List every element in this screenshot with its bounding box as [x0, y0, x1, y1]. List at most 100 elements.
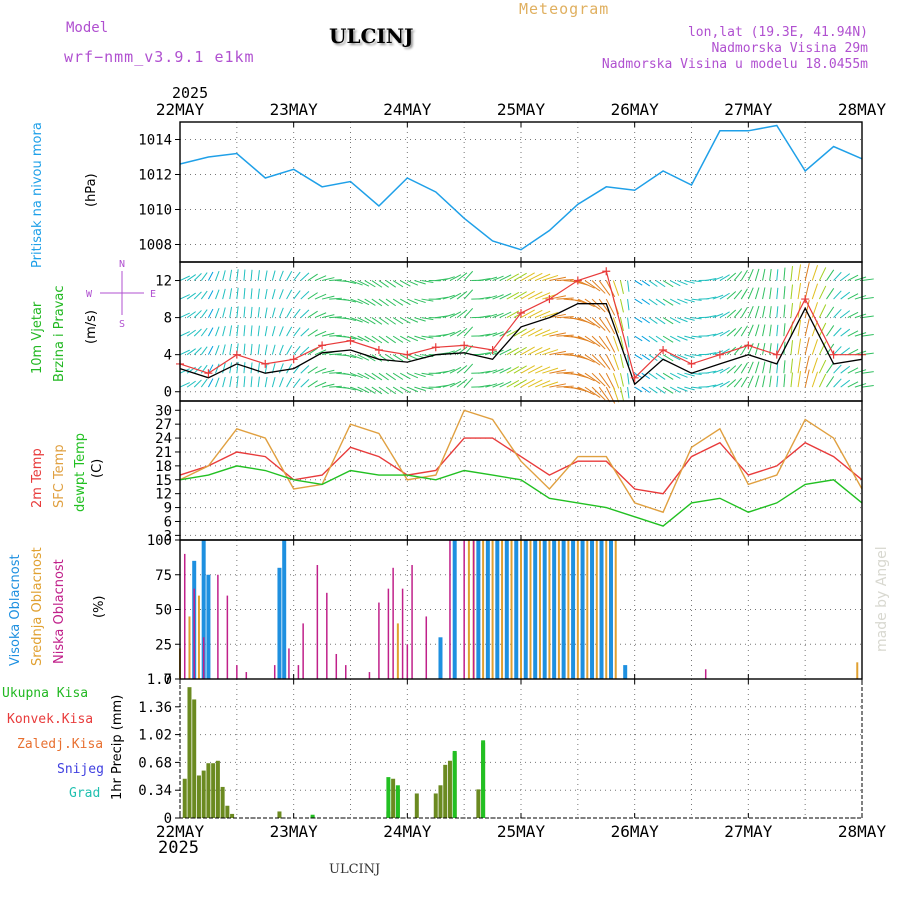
wind-arrow: [634, 317, 643, 323]
wind-arrow: [605, 298, 616, 316]
wind-gust-marker: [772, 350, 781, 359]
wind-arrow: [804, 337, 810, 355]
wind-arrow: [392, 372, 404, 380]
wind-arrow: [833, 378, 842, 388]
wind-arrow: [456, 290, 468, 300]
wind-arrow: [769, 306, 772, 318]
wind-arrow: [385, 386, 396, 395]
wind-arrow: [364, 280, 376, 288]
wind-arrow: [200, 309, 208, 318]
low-cloud-bar: [335, 653, 338, 679]
wind-arrow: [257, 344, 260, 355]
mid-cloud-bar: [605, 540, 608, 679]
high-cloud-bar: [495, 540, 500, 679]
total-precip-bar: [220, 786, 225, 818]
wind-arrow: [478, 296, 491, 300]
wind-arrow: [456, 365, 468, 374]
high-cloud-bar: [571, 540, 576, 679]
wind-arrow: [286, 308, 293, 318]
wind-arrow: [278, 377, 284, 388]
wind-arrow: [378, 372, 389, 381]
wind-gust-marker: [289, 355, 298, 364]
wind-arrow: [421, 317, 434, 321]
total-precip-bar: [481, 740, 486, 818]
model-name: wrf−nmm_v3.9.1 e1km: [64, 48, 255, 66]
wind-arrow: [485, 276, 498, 282]
wind-arrow: [605, 335, 616, 353]
wind-arrow: [577, 317, 595, 326]
total-precip-bar: [447, 760, 452, 818]
wind-arrow: [307, 366, 318, 374]
wind-arrow: [527, 346, 543, 356]
wind-gust-marker: [829, 350, 838, 359]
wind-arrow: [392, 335, 404, 343]
wind-arrow: [364, 372, 376, 380]
wind-arrow: [790, 284, 794, 300]
wind-arrow: [329, 371, 342, 374]
meteogram-title: Meteogram: [519, 0, 610, 18]
wind-arrow: [655, 317, 666, 325]
wind-arrow: [826, 306, 835, 318]
wind-arrow: [861, 296, 874, 300]
wind-arrow: [719, 292, 730, 300]
wind-arrow: [271, 307, 276, 318]
wind-arrow: [207, 271, 214, 281]
wind-arrow: [605, 317, 616, 335]
wind-arrow: [556, 371, 574, 374]
wind-arrow: [662, 335, 674, 343]
wind-arrow: [442, 382, 455, 388]
wind-arrow: [549, 313, 566, 319]
high-cloud-bar: [552, 540, 557, 679]
wind-arrow: [634, 280, 643, 286]
mid-cloud-bar: [529, 540, 532, 679]
y-tick-label: 21: [155, 445, 172, 461]
wind-arrow: [577, 354, 595, 363]
wind-arrow: [350, 372, 363, 379]
high-cloud-bar: [533, 540, 538, 679]
wind-arrow: [811, 265, 819, 281]
wind-arrow: [215, 377, 220, 388]
wind-arrow: [193, 379, 202, 388]
wind-arrow: [556, 278, 574, 282]
wind-gust-marker: [687, 359, 696, 368]
panel-frame: [179, 539, 863, 680]
wind-arrow: [648, 317, 658, 324]
wind-arrow: [740, 306, 748, 318]
wind-arrow: [207, 345, 214, 355]
wind-arrow: [747, 324, 754, 337]
wind-arrow: [492, 275, 504, 281]
wind-arrow: [492, 368, 504, 374]
wind-arrow: [300, 328, 310, 337]
y-tick-label: 75: [155, 568, 172, 584]
wind-arrow: [854, 313, 867, 319]
wind-arrow: [229, 325, 233, 337]
low-cloud-bar: [392, 567, 394, 679]
wind-arrow: [456, 309, 468, 318]
wind-arrow: [421, 298, 434, 302]
low-cloud-bar: [302, 623, 304, 679]
wind-arrow: [314, 312, 327, 319]
wind-arrow: [584, 317, 601, 329]
wind-arrow: [378, 335, 389, 344]
wind-arrow: [811, 357, 819, 374]
wind-arrow: [619, 373, 624, 387]
wind-arrow: [307, 310, 318, 319]
total-precip-bar: [414, 793, 419, 818]
high-cloud-bar: [438, 637, 443, 679]
footer-station: ULCINJ: [329, 862, 381, 877]
mid-cloud-bar: [396, 623, 399, 679]
wind-arrow: [300, 272, 310, 281]
wind-arrow: [549, 369, 566, 374]
wind-arrow: [826, 325, 835, 337]
wind-arrow: [193, 291, 202, 300]
wind-arrow: [783, 323, 786, 337]
wind-arrow: [399, 317, 411, 324]
wind-arrow: [826, 269, 835, 281]
wind-arrow: [804, 281, 810, 300]
low-cloud-bar: [378, 602, 380, 679]
wind-arrow: [591, 317, 606, 331]
wind-arrow: [790, 340, 794, 355]
wind-arrow: [719, 311, 730, 319]
wind-arrow: [250, 269, 253, 281]
wind-arrow: [740, 376, 748, 388]
